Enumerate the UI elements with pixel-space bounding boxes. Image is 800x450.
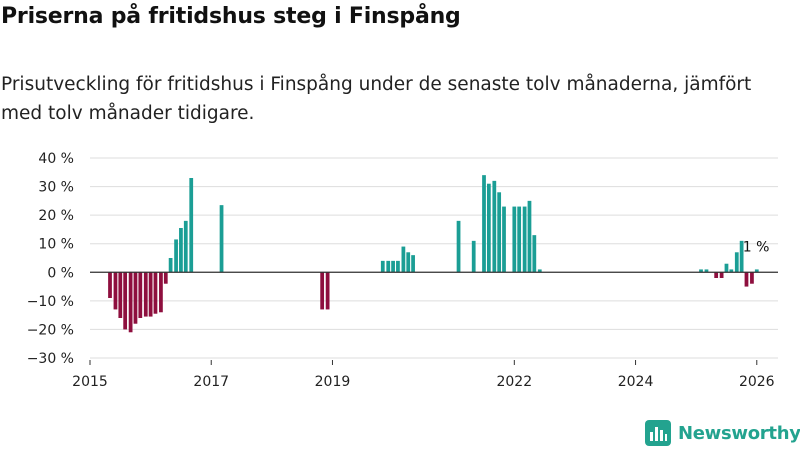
y-tick-label: −30 %	[27, 351, 74, 367]
bar	[699, 269, 703, 273]
bar	[522, 206, 527, 273]
y-tick-label: 0 %	[47, 265, 74, 281]
bar	[401, 246, 406, 273]
x-tick-labels: 2015 2017 2019 2022 2024 2026	[72, 360, 775, 390]
bar	[411, 255, 415, 273]
annotations: 1 %	[743, 239, 770, 255]
x-tick-label: 2019	[315, 374, 351, 390]
bar	[159, 272, 163, 313]
bar	[750, 272, 754, 284]
bar	[113, 272, 118, 310]
bar	[143, 272, 148, 317]
y-tick-label: 20 %	[38, 208, 74, 224]
bar	[148, 272, 153, 317]
bar	[396, 260, 400, 273]
bar	[537, 269, 542, 273]
x-tick-label: 2022	[496, 374, 532, 390]
bar	[189, 178, 194, 273]
bar	[108, 272, 112, 298]
bar	[179, 228, 183, 273]
x-tick-label: 2024	[618, 374, 654, 390]
bar	[168, 258, 173, 273]
chart-title: Priserna på fritidshus steg i Finspång	[1, 4, 461, 29]
bar	[512, 206, 517, 273]
bar	[714, 272, 719, 278]
bar	[744, 272, 749, 287]
bar	[471, 240, 476, 273]
bars	[108, 175, 759, 333]
bar	[532, 235, 537, 273]
y-tick-labels: 40 % 30 % 20 % 10 % 0 % −10 % −20 % −30 %	[27, 151, 74, 367]
x-tick-label: 2017	[193, 374, 229, 390]
bar	[719, 272, 724, 278]
bar	[138, 272, 143, 318]
bar	[406, 252, 411, 273]
y-tick-label: −20 %	[27, 322, 74, 338]
bar	[118, 272, 123, 318]
annotation-label: 1 %	[743, 239, 770, 255]
bar	[517, 206, 522, 273]
bar	[497, 192, 502, 273]
y-gridlines	[90, 157, 778, 359]
bar	[456, 220, 461, 273]
bar	[527, 200, 532, 273]
bar	[183, 220, 188, 273]
bar-chart-logo-icon	[645, 420, 671, 446]
y-tick-label: −10 %	[27, 294, 74, 310]
bar	[482, 175, 486, 273]
chart-subtitle: Prisutveckling för fritidshus i Finspång…	[1, 74, 752, 124]
bar	[391, 260, 395, 273]
bar	[724, 263, 729, 273]
y-tick-label: 40 %	[38, 151, 74, 167]
bar	[386, 260, 391, 273]
x-tick-label: 2015	[72, 374, 108, 390]
bar	[174, 239, 178, 273]
bar	[325, 272, 330, 310]
newsworthy-logo[interactable]: Newsworthy	[645, 420, 800, 446]
bar	[486, 183, 491, 273]
bar	[754, 269, 759, 273]
bar	[734, 252, 739, 273]
bar	[123, 272, 128, 330]
bar	[502, 206, 506, 273]
logo-text: Newsworthy	[678, 422, 800, 444]
bar	[729, 269, 734, 273]
bar	[704, 269, 709, 273]
bar	[739, 240, 744, 273]
bar	[219, 205, 224, 273]
x-tick-label: 2026	[739, 374, 775, 390]
y-tick-label: 30 %	[38, 180, 74, 196]
bar	[133, 272, 138, 324]
bar	[492, 180, 497, 273]
bar	[320, 272, 325, 310]
y-tick-label: 10 %	[38, 237, 74, 253]
bar	[163, 272, 168, 284]
bar	[128, 272, 133, 333]
bar	[153, 272, 158, 314]
bar	[380, 260, 385, 273]
